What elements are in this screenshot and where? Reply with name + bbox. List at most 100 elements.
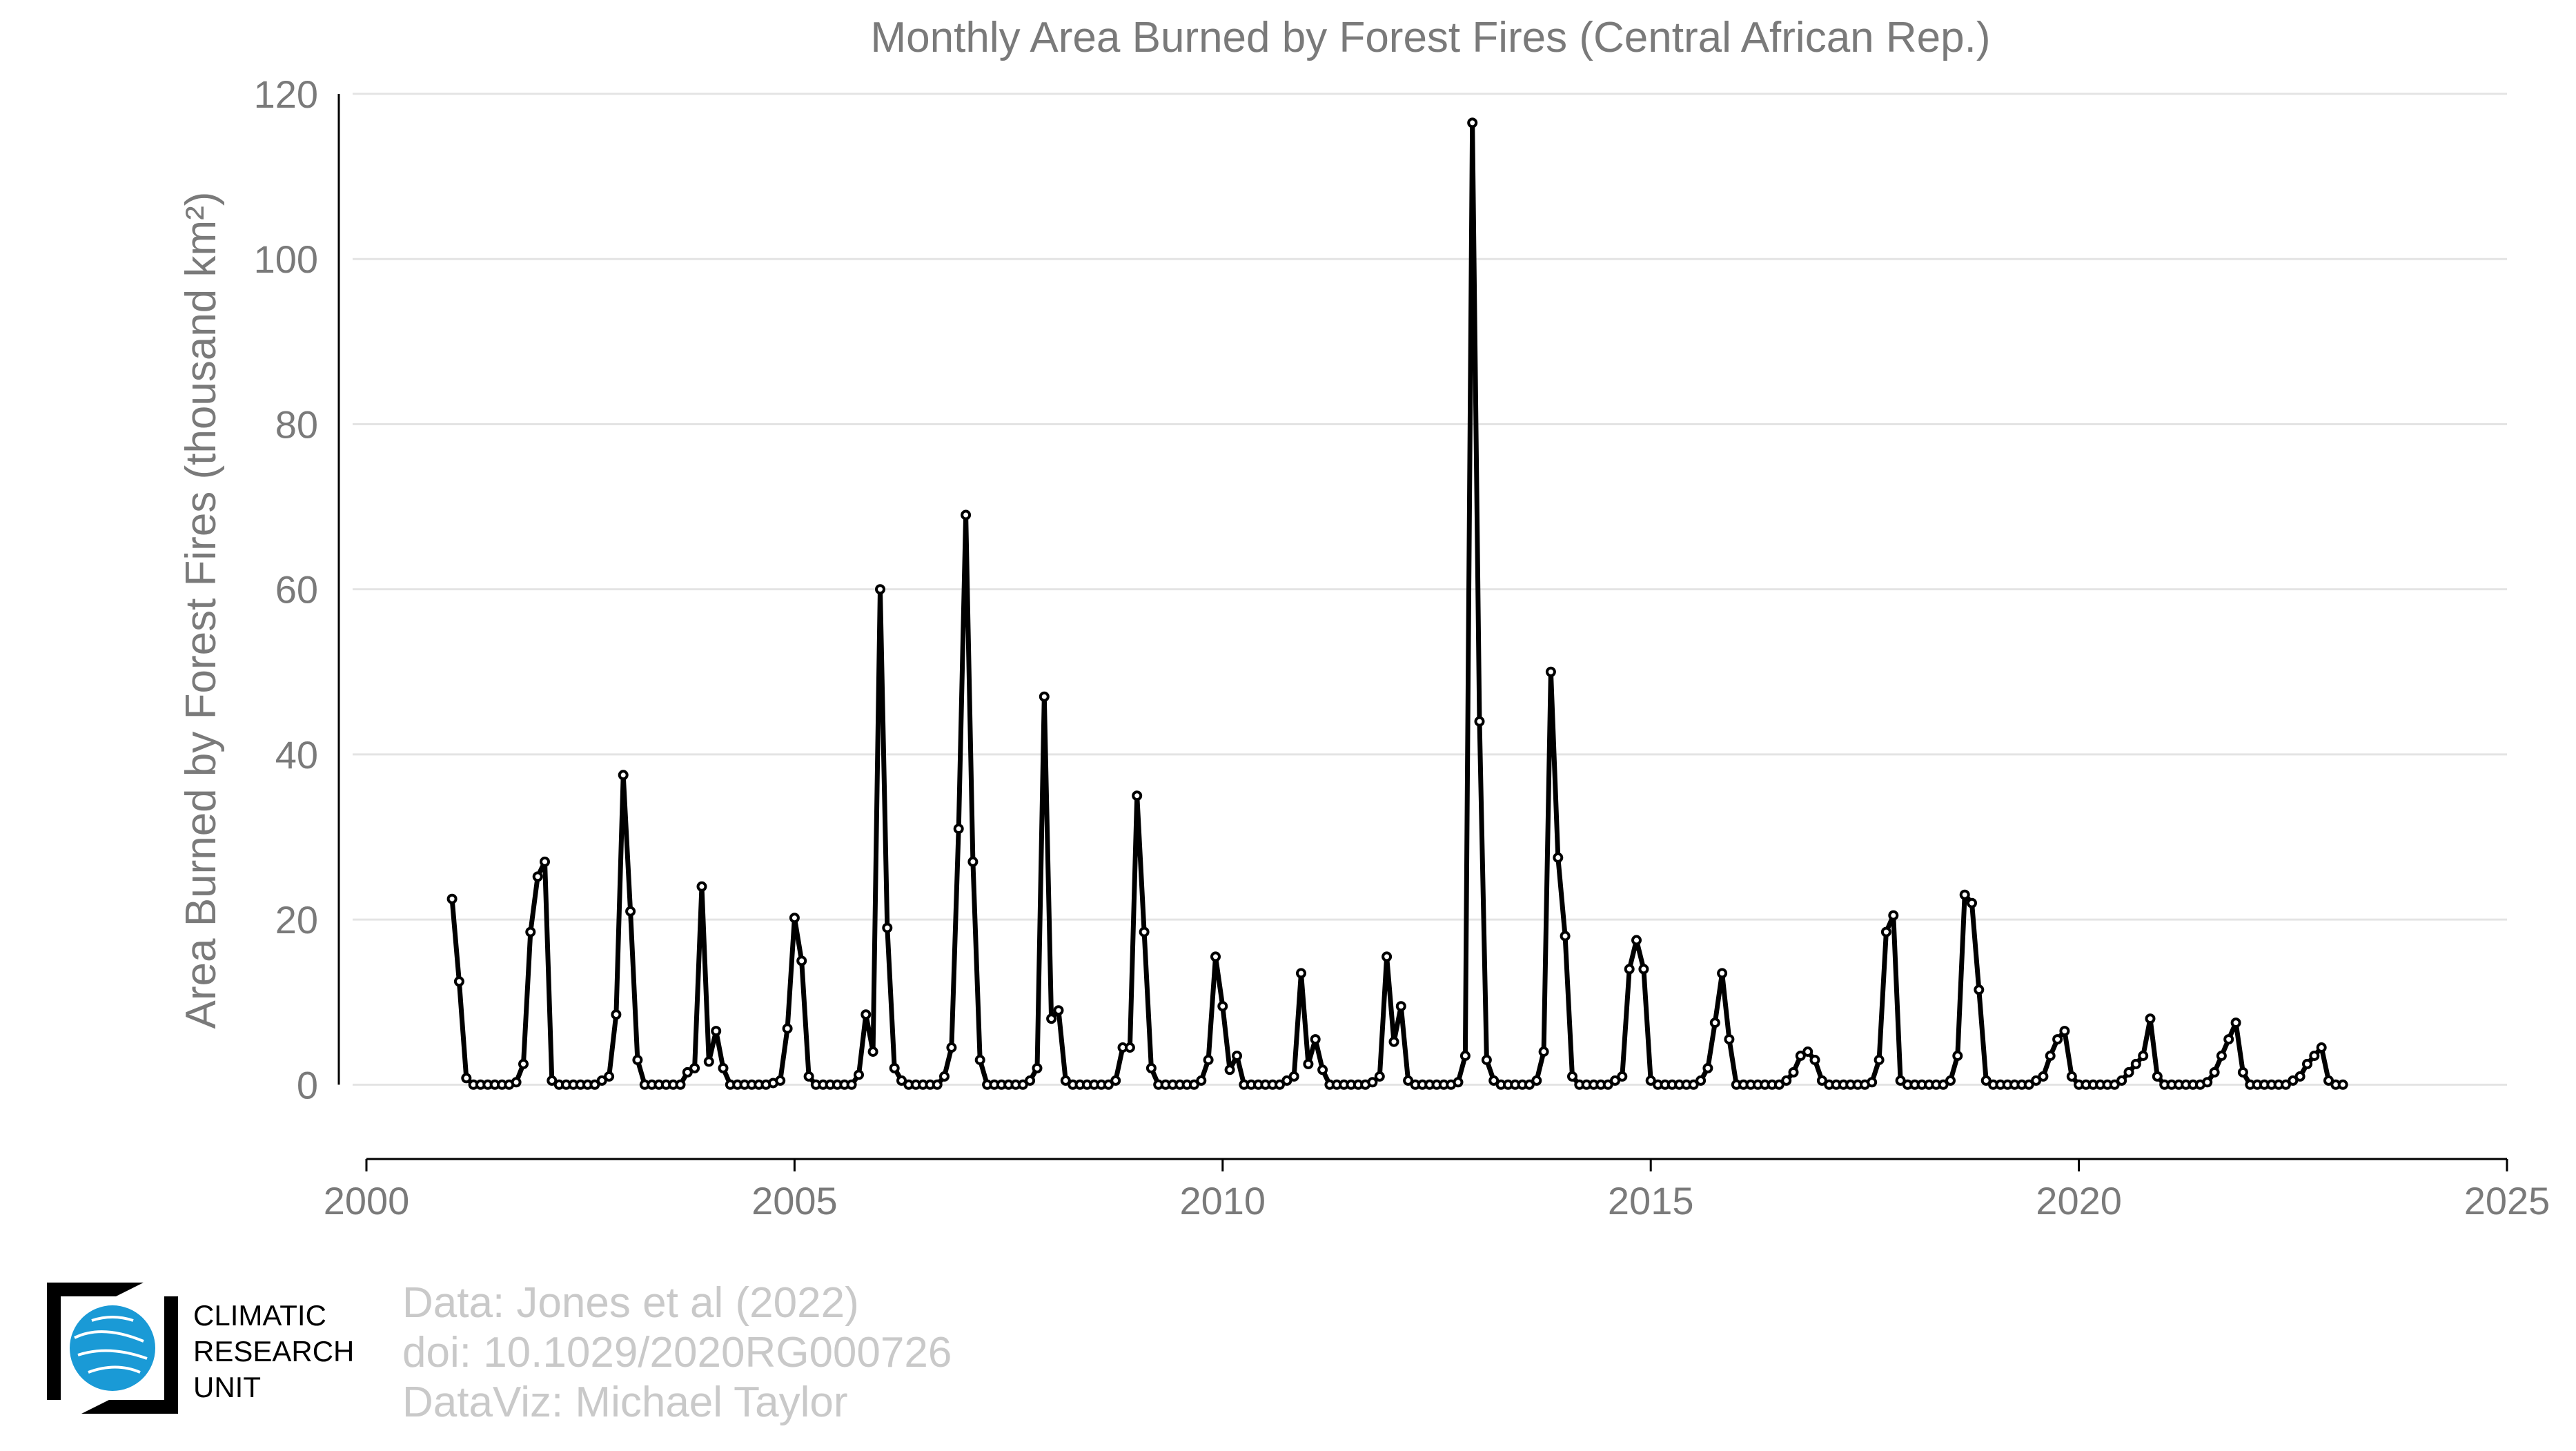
data-point [1296, 968, 1306, 979]
data-point [2109, 1079, 2120, 1090]
data-point [1952, 1051, 1963, 1061]
data-point [675, 1079, 686, 1090]
dataviz-credit: DataViz: Michael Taylor [402, 1379, 848, 1426]
data-point [453, 976, 464, 987]
data-point [803, 1071, 814, 1082]
data-point [2281, 1079, 2291, 1090]
data-point [1060, 1075, 1071, 1086]
data-point [961, 509, 972, 520]
series-line [449, 120, 2343, 1087]
data-point [1717, 968, 1728, 979]
x-tick-label: 2020 [2036, 1179, 2122, 1223]
data-point [796, 955, 807, 966]
data-point [2288, 1075, 2299, 1086]
data-point [1110, 1075, 1121, 1086]
data-point [589, 1079, 600, 1090]
data-point [1524, 1079, 1535, 1090]
data-point [875, 584, 885, 595]
gridlines [337, 92, 2507, 1086]
x-tick-label: 2000 [324, 1179, 410, 1223]
data-point [2230, 1017, 2241, 1029]
data-point [2145, 1013, 2156, 1024]
data-point [1602, 1079, 1613, 1090]
x-tick-label: 2005 [751, 1179, 838, 1223]
data-point [604, 1071, 615, 1082]
logo-text-1: CLIMATIC [193, 1299, 326, 1332]
y-axis-label: Area Burned by Forest Fires (thousand km… [177, 192, 225, 1029]
doi-credit: doi: 10.1029/2020RG000726 [402, 1329, 952, 1376]
data-point [1895, 1075, 1906, 1086]
data-point [625, 906, 636, 917]
data-point [932, 1079, 943, 1090]
data-point [1867, 1077, 1878, 1088]
data-point [1809, 1055, 1820, 1065]
data-point [1232, 1051, 1242, 1061]
data-point [2130, 1058, 2141, 1069]
data-point [1481, 1055, 1492, 1065]
y-tick-label: 60 [275, 568, 318, 612]
globe-logo-icon [47, 1283, 178, 1414]
data-point [1032, 1062, 1043, 1073]
data-point [2123, 1067, 2134, 1078]
data-point [2138, 1051, 2149, 1061]
data-point [1317, 1064, 1328, 1075]
data-point [518, 1058, 529, 1069]
data-point [1610, 1075, 1620, 1086]
data-point [789, 913, 800, 924]
data-point [1210, 951, 1221, 962]
data-point [1967, 897, 1977, 908]
chart-title: Monthly Area Burned by Forest Fires (Cen… [871, 14, 1991, 61]
data-point [1374, 1071, 1385, 1082]
data-point [782, 1023, 793, 1034]
data-point [1781, 1075, 1792, 1086]
data-point [1025, 1075, 1036, 1086]
data-point [1980, 1075, 1992, 1086]
data-point [540, 856, 550, 867]
data-point [1688, 1079, 1699, 1090]
data-point [1709, 1017, 1720, 1029]
data-point [1459, 1051, 1471, 1061]
data-point [1039, 691, 1050, 702]
data-point [682, 1067, 693, 1078]
data-point [1467, 117, 1478, 128]
data-point [882, 922, 893, 933]
data-point [2294, 1071, 2305, 1082]
data-point [1788, 1067, 1799, 1078]
x-tick-labels: 2000 2005 2010 2015 2020 2025 [324, 1159, 2550, 1223]
data-point [2202, 1077, 2213, 1088]
data-point [1310, 1034, 1321, 1045]
data-point [2052, 1034, 2063, 1045]
y-tick-labels: 0 20 40 60 80 100 120 [254, 72, 318, 1107]
x-tick-label: 2025 [2464, 1179, 2550, 1223]
data-point [632, 1055, 643, 1065]
data-point [1945, 1075, 1956, 1086]
data-point [1288, 1071, 1299, 1082]
data-point [2216, 1051, 2227, 1061]
data-credit: Data: Jones et al (2022) [402, 1279, 859, 1327]
x-tick-label: 2010 [1180, 1179, 1266, 1223]
data-point [946, 1042, 957, 1053]
data-point [1217, 1001, 1228, 1012]
data-point [596, 1075, 607, 1086]
data-point [2337, 1079, 2348, 1090]
data-point [1888, 910, 1899, 921]
data-point [2031, 1075, 2042, 1086]
data-point [2116, 1075, 2127, 1086]
data-point [1938, 1079, 1949, 1090]
y-tick-label: 40 [275, 733, 318, 777]
data-point [974, 1055, 985, 1065]
data-point [2209, 1067, 2220, 1078]
data-point [1724, 1034, 1735, 1045]
data-point [1275, 1079, 1285, 1090]
data-point [611, 1009, 622, 1020]
data-point [689, 1062, 700, 1073]
series-area-burned [446, 117, 2348, 1090]
y-tick-label: 100 [254, 237, 318, 281]
y-tick-label: 0 [297, 1063, 318, 1107]
data-point [1488, 1075, 1500, 1086]
data-point [2045, 1051, 2056, 1061]
data-point [1139, 926, 1150, 937]
data-point [896, 1075, 907, 1086]
data-point [1795, 1051, 1806, 1061]
data-point [1382, 951, 1393, 962]
